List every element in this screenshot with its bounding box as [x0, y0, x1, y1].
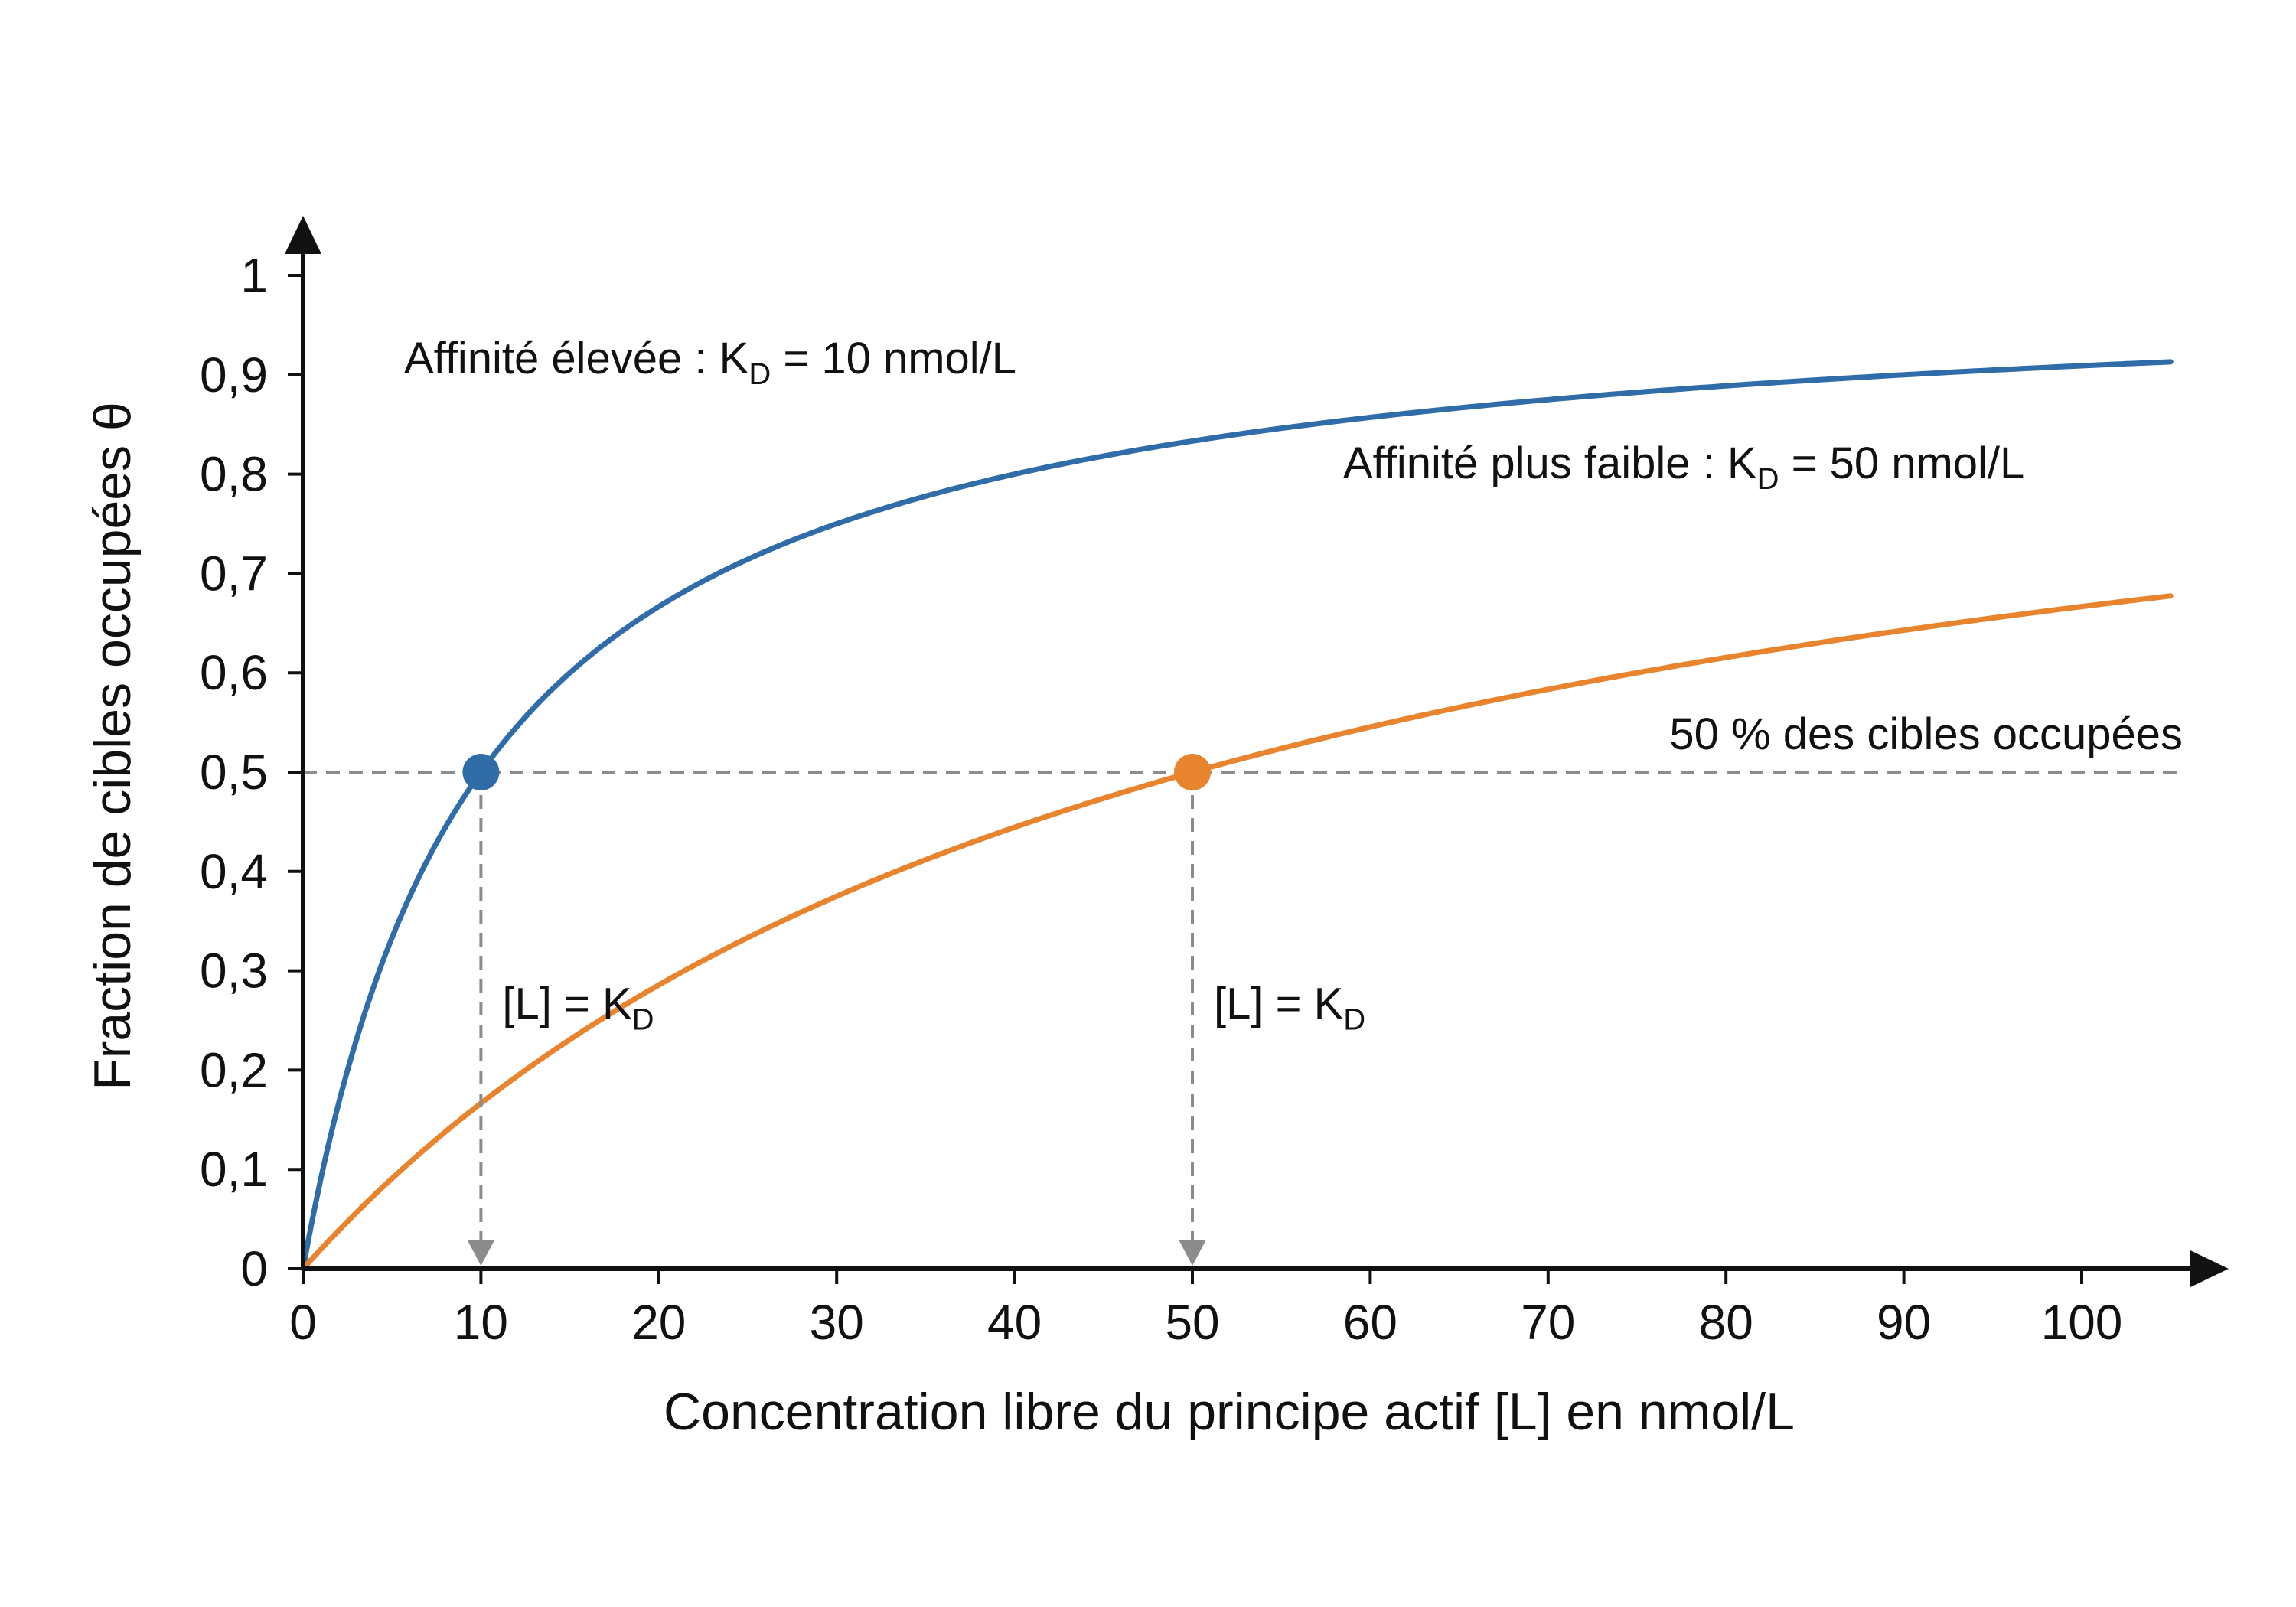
x-tick-label-60: 60	[1343, 1295, 1397, 1350]
y-tick-label-1: 1	[240, 248, 268, 303]
y-axis-arrow	[285, 216, 321, 254]
x-tick-label-80: 80	[1699, 1295, 1753, 1350]
y-tick-label-0.3: 0,3	[200, 944, 268, 999]
series-point-kd-50	[1174, 754, 1211, 790]
reference-line-label: 50 % des cibles occupées	[1669, 709, 2183, 759]
y-axis-title: Fraction de cibles occupées θ	[83, 402, 142, 1090]
x-tick-label-10: 10	[454, 1295, 508, 1350]
labels: 50 % des cibles occupées [L] = KD [L] = KD…	[83, 334, 2183, 1441]
y-tick-label-0.5: 0,5	[200, 745, 268, 800]
y-tick-label-0.6: 0,6	[200, 645, 268, 700]
x-axis-title: Concentration libre du principe actif [L…	[664, 1383, 1795, 1441]
y-tick-label-0.7: 0,7	[200, 546, 268, 601]
series-point-kd-10	[462, 754, 500, 790]
axes	[285, 216, 2229, 1287]
x-tick-label-50: 50	[1165, 1295, 1219, 1350]
series-line-kd-50	[300, 593, 2174, 1272]
y-tick-label-0.2: 0,2	[200, 1042, 268, 1097]
markers	[462, 754, 1211, 790]
y-tick-label-0: 0	[240, 1241, 268, 1296]
curves	[300, 359, 2174, 1272]
x-tick-label-40: 40	[987, 1295, 1042, 1350]
x-tick-label-100: 100	[2041, 1295, 2123, 1350]
x-tick-label-90: 90	[1877, 1295, 1931, 1350]
drop-arrow-10	[467, 1240, 495, 1266]
y-tick-label-0.8: 0,8	[200, 447, 268, 502]
y-tick-label-0.9: 0,9	[200, 347, 268, 403]
drop-arrow-50	[1179, 1240, 1206, 1266]
reference-lines	[303, 771, 2185, 1266]
y-tick-label-0.4: 0,4	[200, 844, 268, 899]
x-tick-label-20: 20	[631, 1295, 686, 1350]
x-axis-arrow	[2190, 1250, 2229, 1287]
y-tick-label-0.1: 0,1	[200, 1142, 268, 1197]
x-tick-label-70: 70	[1521, 1295, 1575, 1350]
drop-label-10: [L] = KD	[502, 980, 654, 1037]
x-tick-label-30: 30	[810, 1295, 864, 1350]
ticks: 0 10 20 30 40 50 60 70 80 90 100 0 0,1 0,2 0,3 0,4 0,5 0,…	[200, 248, 2122, 1350]
drop-label-50: [L] = KD	[1214, 980, 1365, 1037]
series-label-kd-50: Affinité plus faible : KD = 50 nmol/L	[1343, 438, 2024, 496]
series-line-kd-10	[300, 359, 2174, 1272]
x-tick-label-0: 0	[289, 1295, 317, 1350]
series-label-kd-10: Affinité élevée : KD = 10 nmol/L	[404, 334, 1016, 391]
